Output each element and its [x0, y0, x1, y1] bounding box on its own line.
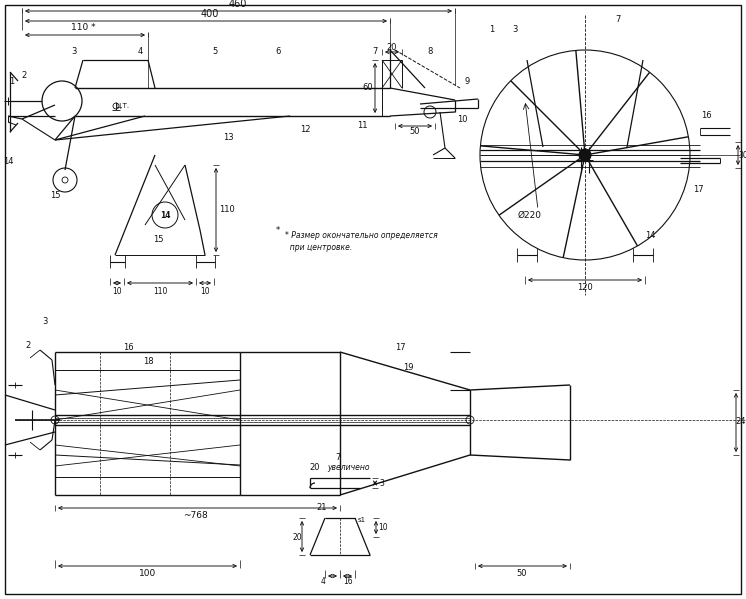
- Text: 110 *: 110 *: [71, 23, 95, 32]
- Text: 14: 14: [3, 158, 13, 167]
- Text: * Размер окончательно определяется: * Размер окончательно определяется: [285, 231, 438, 240]
- Text: 5: 5: [213, 47, 218, 56]
- Text: при центровке.: при центровке.: [285, 244, 352, 253]
- Text: 120: 120: [577, 283, 593, 292]
- Text: 13: 13: [223, 134, 233, 143]
- Text: 2: 2: [22, 71, 27, 80]
- Text: 20: 20: [292, 533, 302, 541]
- Text: Ø220: Ø220: [518, 210, 542, 219]
- Text: 19: 19: [403, 364, 413, 373]
- Circle shape: [579, 149, 591, 161]
- Text: 6: 6: [275, 47, 280, 56]
- Text: 12: 12: [300, 126, 310, 135]
- Text: 15: 15: [50, 190, 60, 199]
- Text: 15: 15: [153, 235, 163, 244]
- Text: 11: 11: [357, 122, 367, 131]
- Text: 50: 50: [410, 128, 420, 137]
- Text: 14: 14: [645, 231, 655, 240]
- Text: 1: 1: [489, 26, 495, 35]
- Text: *: *: [276, 225, 280, 234]
- Text: 3: 3: [72, 47, 77, 56]
- Text: 2: 2: [25, 340, 31, 349]
- Text: 17: 17: [693, 186, 703, 195]
- Text: 3: 3: [380, 479, 384, 488]
- Text: 3: 3: [43, 317, 48, 326]
- Text: 30: 30: [738, 150, 746, 159]
- Text: 10: 10: [378, 524, 388, 533]
- Text: 4: 4: [321, 577, 325, 586]
- Text: 100: 100: [140, 568, 157, 577]
- Text: 16: 16: [343, 577, 353, 586]
- Text: Ц.Т.: Ц.Т.: [115, 103, 129, 109]
- Text: 50: 50: [517, 568, 527, 577]
- Text: 20: 20: [386, 43, 398, 52]
- Text: 240: 240: [735, 418, 746, 426]
- Text: 110: 110: [153, 286, 167, 295]
- Text: 16: 16: [122, 343, 134, 352]
- Text: 7: 7: [615, 16, 621, 25]
- Text: 7: 7: [335, 453, 341, 462]
- Text: 9: 9: [464, 77, 470, 86]
- Text: 14: 14: [160, 210, 170, 219]
- Text: 10: 10: [200, 286, 210, 295]
- Text: 20: 20: [310, 464, 320, 473]
- Text: 18: 18: [142, 358, 154, 367]
- Text: 400: 400: [201, 9, 219, 19]
- Text: 3: 3: [513, 26, 518, 35]
- Text: 21: 21: [317, 504, 327, 513]
- Text: 10: 10: [112, 286, 122, 295]
- Text: 7: 7: [372, 47, 377, 56]
- Text: 110: 110: [219, 205, 235, 214]
- Text: 4: 4: [137, 47, 142, 56]
- Text: s1: s1: [358, 517, 366, 523]
- Text: 10: 10: [457, 116, 467, 125]
- Text: 8: 8: [427, 47, 433, 56]
- Text: 60: 60: [363, 83, 373, 92]
- Text: 460: 460: [229, 0, 247, 9]
- Text: 16: 16: [700, 110, 712, 119]
- Text: ~768: ~768: [183, 510, 207, 519]
- Text: увеличено: увеличено: [327, 462, 369, 471]
- Text: 17: 17: [395, 343, 405, 352]
- Text: 1: 1: [10, 77, 15, 86]
